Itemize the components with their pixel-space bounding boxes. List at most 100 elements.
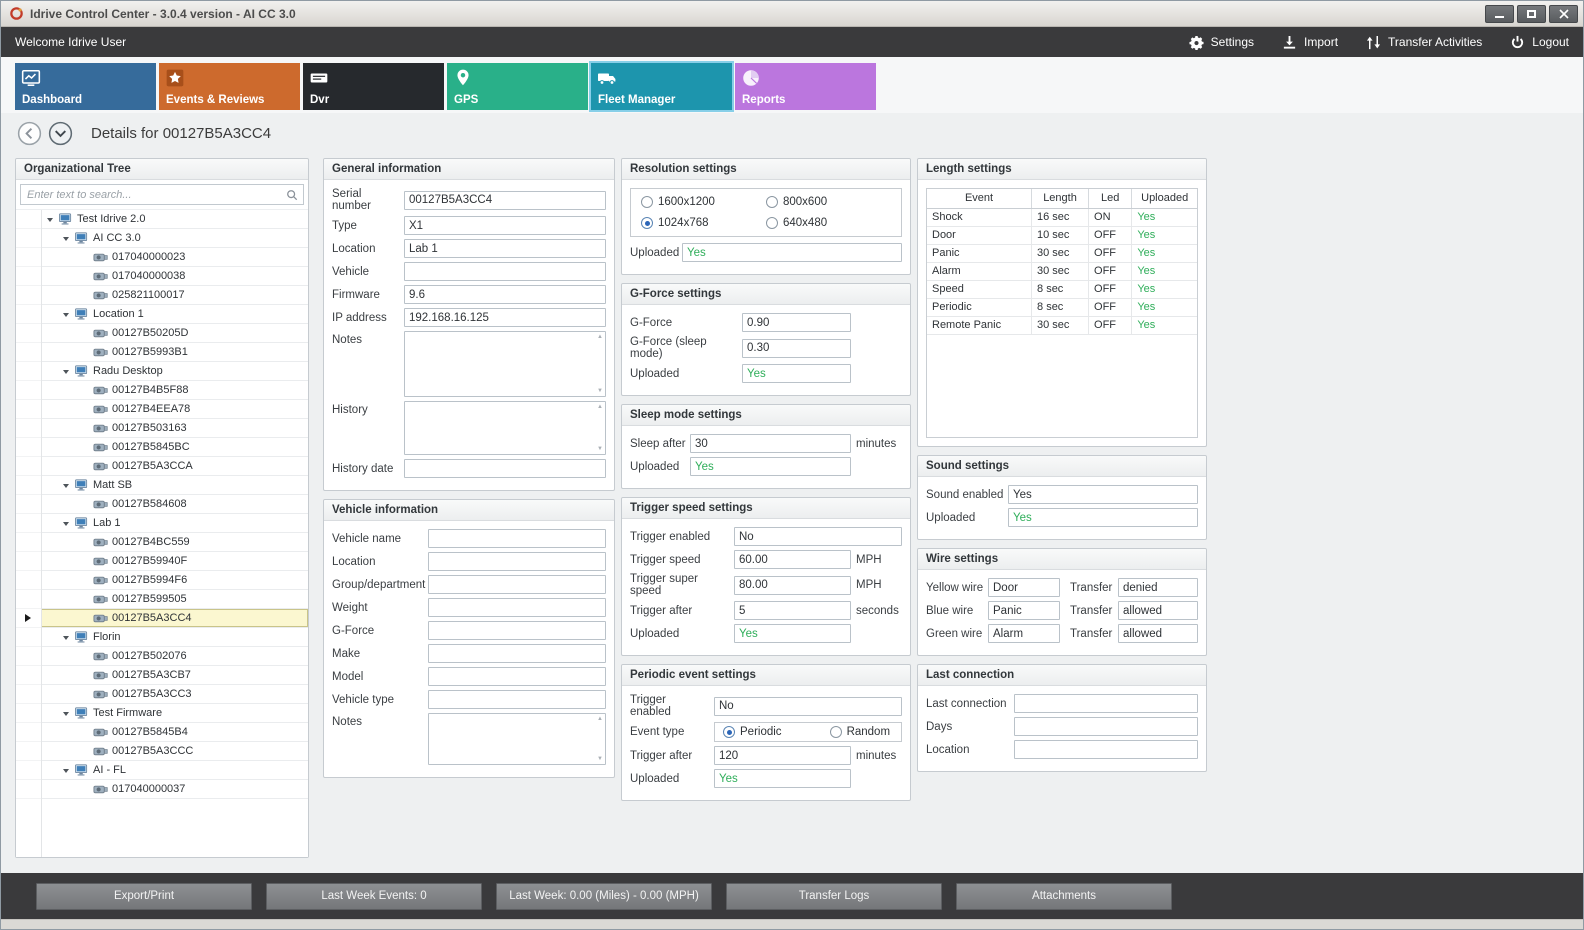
g-force-input[interactable] <box>742 313 851 332</box>
col-header-led[interactable]: Led <box>1088 189 1133 209</box>
length-row-shock[interactable]: Shock 16 sec ON Yes <box>927 208 1197 227</box>
length-row-alarm[interactable]: Alarm 30 sec OFF Yes <box>927 262 1197 281</box>
yellow-wire-transfer-input[interactable] <box>1118 578 1198 597</box>
trigger-after-input[interactable] <box>734 601 851 620</box>
expand-arrow-icon[interactable] <box>63 312 69 320</box>
location-input[interactable] <box>1014 740 1198 759</box>
scroll-up-icon[interactable]: ▲ <box>597 716 603 722</box>
col-header-uploaded[interactable]: Uploaded <box>1131 189 1197 209</box>
uploaded-input[interactable] <box>734 624 851 643</box>
tab-gps[interactable]: GPS <box>447 63 588 110</box>
scroll-down-icon[interactable]: ▼ <box>597 446 603 452</box>
back-button[interactable] <box>17 121 42 146</box>
expand-arrow-icon[interactable] <box>63 483 69 491</box>
tab-reports[interactable]: Reports <box>735 63 876 110</box>
sound-enabled-input[interactable] <box>1008 485 1198 504</box>
logout-button[interactable]: Logout <box>1510 35 1569 50</box>
tree-device-00127b5a3ccc[interactable]: 00127B5A3CCC <box>16 742 308 761</box>
tree-device-00127b5993b1[interactable]: 00127B5993B1 <box>16 343 308 362</box>
radio-random[interactable]: Random <box>829 726 890 738</box>
tree-group-lab-1[interactable]: Lab 1 <box>16 514 308 533</box>
bottom-export-print-button[interactable]: Export/Print <box>36 882 252 910</box>
uploaded-input[interactable] <box>1008 508 1198 527</box>
expand-arrow-icon[interactable] <box>63 236 69 244</box>
sleep-after-input[interactable] <box>690 434 851 453</box>
tree-device-00127b5a3cca[interactable]: 00127B5A3CCA <box>16 457 308 476</box>
expand-arrow-icon[interactable] <box>63 521 69 529</box>
search-input[interactable] <box>20 184 304 205</box>
tree-device-00127b584608[interactable]: 00127B584608 <box>16 495 308 514</box>
tab-events-reviews[interactable]: Events & Reviews <box>159 63 300 110</box>
yellow-wire-input[interactable] <box>988 578 1060 597</box>
firmware-input[interactable] <box>404 285 606 304</box>
col-header-length[interactable]: Length <box>1031 189 1090 209</box>
blue-wire-transfer-input[interactable] <box>1118 601 1198 620</box>
bottom-attachments-button[interactable]: Attachments <box>956 882 1172 910</box>
textarea-scroll-arrows[interactable]: ▲ ▼ <box>597 716 603 762</box>
textarea-scroll-arrows[interactable]: ▲ ▼ <box>597 334 603 394</box>
trigger-speed-input[interactable] <box>734 550 851 569</box>
tree-device-00127b5a3cb7[interactable]: 00127B5A3CB7 <box>16 666 308 685</box>
tree-device-025821100017[interactable]: 025821100017 <box>16 286 308 305</box>
tree-group-florin[interactable]: Florin <box>16 628 308 647</box>
radio-1600x1200[interactable]: 1600x1200 <box>641 196 766 208</box>
type-input[interactable] <box>404 216 606 235</box>
ip-address-input[interactable] <box>404 308 606 327</box>
tree-device-017040000037[interactable]: 017040000037 <box>16 780 308 799</box>
scroll-down-icon[interactable]: ▼ <box>597 756 603 762</box>
vehicle-name-input[interactable] <box>428 529 606 548</box>
make-input[interactable] <box>428 644 606 663</box>
trigger-enabled-input[interactable] <box>734 527 902 546</box>
col-header-event[interactable]: Event <box>927 189 1033 209</box>
location-input[interactable] <box>428 552 606 571</box>
location-input[interactable] <box>404 239 606 258</box>
g-force-sleep-mode-input[interactable] <box>742 338 851 358</box>
expand-arrow-icon[interactable] <box>63 711 69 719</box>
tree-group-test-idrive-2-0[interactable]: Test Idrive 2.0 <box>16 210 308 229</box>
tree-device-00127b599505[interactable]: 00127B599505 <box>16 590 308 609</box>
days-input[interactable] <box>1014 717 1198 736</box>
vehicle-type-input[interactable] <box>428 690 606 709</box>
tree-device-00127b502076[interactable]: 00127B502076 <box>16 647 308 666</box>
uploaded-input[interactable] <box>742 364 851 383</box>
expand-arrow-icon[interactable] <box>47 217 53 225</box>
tree-device-00127b59940f[interactable]: 00127B59940F <box>16 552 308 571</box>
g-force-input[interactable] <box>428 621 606 640</box>
weight-input[interactable] <box>428 598 606 617</box>
tab-dashboard[interactable]: Dashboard <box>15 63 156 110</box>
length-row-door[interactable]: Door 10 sec OFF Yes <box>927 226 1197 245</box>
scroll-up-icon[interactable]: ▲ <box>597 404 603 410</box>
group-department-input[interactable] <box>428 575 606 594</box>
vehicle-input[interactable] <box>404 262 606 281</box>
tree-device-017040000038[interactable]: 017040000038 <box>16 267 308 286</box>
bottom-transfer-logs-button[interactable]: Transfer Logs <box>726 882 942 910</box>
tree-group-ai-fl[interactable]: AI - FL <box>16 761 308 780</box>
tree-device-00127b4b5f88[interactable]: 00127B4B5F88 <box>16 381 308 400</box>
tab-fleet-manager[interactable]: Fleet Manager <box>591 63 732 110</box>
uploaded-input[interactable] <box>714 769 851 788</box>
tree-device-00127b5a3cc4[interactable]: 00127B5A3CC4 <box>16 609 308 628</box>
tree-device-00127b4bc559[interactable]: 00127B4BC559 <box>16 533 308 552</box>
notes-textarea[interactable] <box>404 331 606 397</box>
model-input[interactable] <box>428 667 606 686</box>
expand-arrow-icon[interactable] <box>63 369 69 377</box>
trigger-after-input[interactable] <box>714 746 851 765</box>
tree-device-00127b5994f6[interactable]: 00127B5994F6 <box>16 571 308 590</box>
import-button[interactable]: Import <box>1282 35 1338 50</box>
serial-number-input[interactable] <box>404 190 606 210</box>
tree-group-location-1[interactable]: Location 1 <box>16 305 308 324</box>
tree-group-matt-sb[interactable]: Matt SB <box>16 476 308 495</box>
radio-1024x768[interactable]: 1024x768 <box>641 217 766 229</box>
expand-arrow-icon[interactable] <box>63 768 69 776</box>
tab-dvr[interactable]: Dvr <box>303 63 444 110</box>
uploaded-input[interactable] <box>682 243 902 262</box>
history-textarea[interactable] <box>404 401 606 455</box>
history-date-input[interactable] <box>404 459 606 478</box>
minimize-button[interactable] <box>1485 4 1514 23</box>
radio-800x600[interactable]: 800x600 <box>766 196 891 208</box>
length-row-panic[interactable]: Panic 30 sec OFF Yes <box>927 244 1197 263</box>
tree-device-00127b5845b4[interactable]: 00127B5845B4 <box>16 723 308 742</box>
last-connection-input[interactable] <box>1014 694 1198 713</box>
tree-device-00127b5a3cc3[interactable]: 00127B5A3CC3 <box>16 685 308 704</box>
bottom-last-week-events-0-button[interactable]: Last Week Events: 0 <box>266 882 482 910</box>
